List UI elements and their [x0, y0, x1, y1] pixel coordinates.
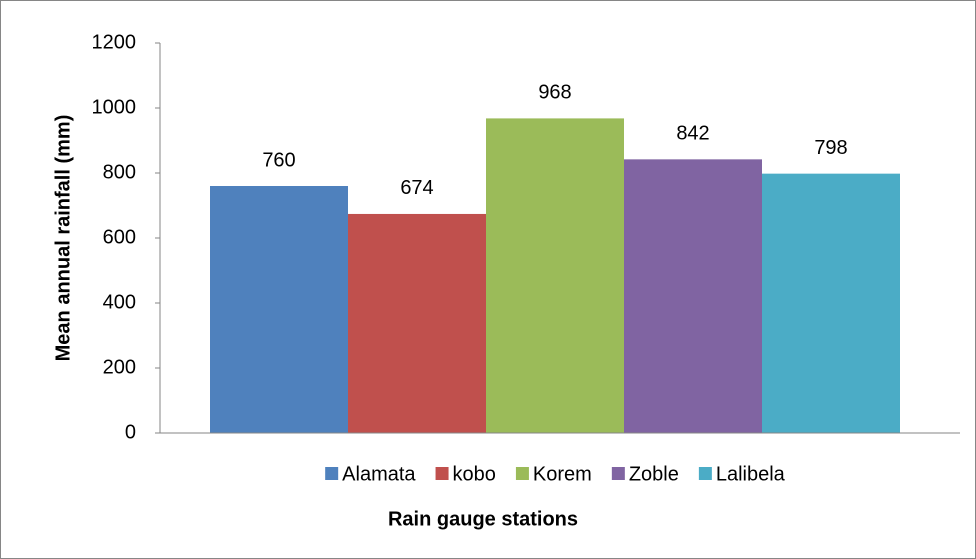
- y-tick-label: 200: [103, 356, 136, 378]
- y-tick-label: 1200: [92, 31, 137, 53]
- legend-label: Alamata: [342, 463, 416, 485]
- legend-swatch: [611, 467, 625, 480]
- legend-label: Zoble: [629, 463, 679, 485]
- y-tick-label: 400: [103, 291, 136, 313]
- bar: [624, 159, 762, 433]
- data-label: 842: [676, 123, 709, 145]
- y-axis-title: Mean annual rainfall (mm): [52, 115, 74, 362]
- data-label: 760: [262, 149, 295, 171]
- legend-swatch: [435, 467, 449, 480]
- data-label: 968: [538, 82, 571, 104]
- legend-swatch: [698, 467, 712, 480]
- data-label: 798: [814, 137, 847, 159]
- legend-swatch: [515, 467, 529, 480]
- y-tick-label: 600: [103, 226, 136, 248]
- bar: [348, 213, 486, 433]
- y-tick-label: 0: [125, 421, 136, 443]
- y-tick-label: 1000: [92, 96, 137, 118]
- legend-label: Lalibela: [716, 463, 786, 485]
- legend-label: kobo: [453, 463, 496, 485]
- bar: [762, 173, 900, 433]
- y-tick-label: 800: [103, 161, 136, 183]
- x-axis-title: Rain gauge stations: [388, 508, 578, 530]
- legend-label: Korem: [533, 463, 592, 485]
- legend-swatch: [325, 467, 339, 480]
- data-label: 674: [400, 177, 433, 199]
- bar: [486, 118, 624, 434]
- bar: [210, 186, 348, 433]
